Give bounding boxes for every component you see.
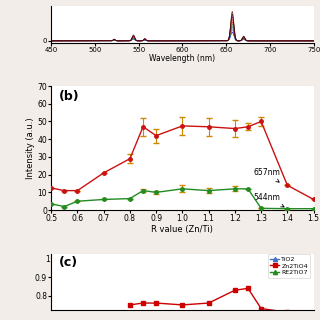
Text: (c): (c) bbox=[59, 256, 78, 269]
Text: 657nm: 657nm bbox=[253, 168, 280, 182]
X-axis label: Wavelength (nm): Wavelength (nm) bbox=[149, 54, 215, 63]
Text: (b): (b) bbox=[59, 90, 80, 103]
Text: 1: 1 bbox=[45, 254, 50, 264]
Y-axis label: Intensity (a.u.): Intensity (a.u.) bbox=[26, 117, 35, 179]
Legend: TiO2, Zn2TiO4, RE2TiO7: TiO2, Zn2TiO4, RE2TiO7 bbox=[268, 254, 310, 278]
Text: 544nm: 544nm bbox=[253, 193, 284, 207]
X-axis label: R value (Zn/Ti): R value (Zn/Ti) bbox=[151, 225, 213, 234]
